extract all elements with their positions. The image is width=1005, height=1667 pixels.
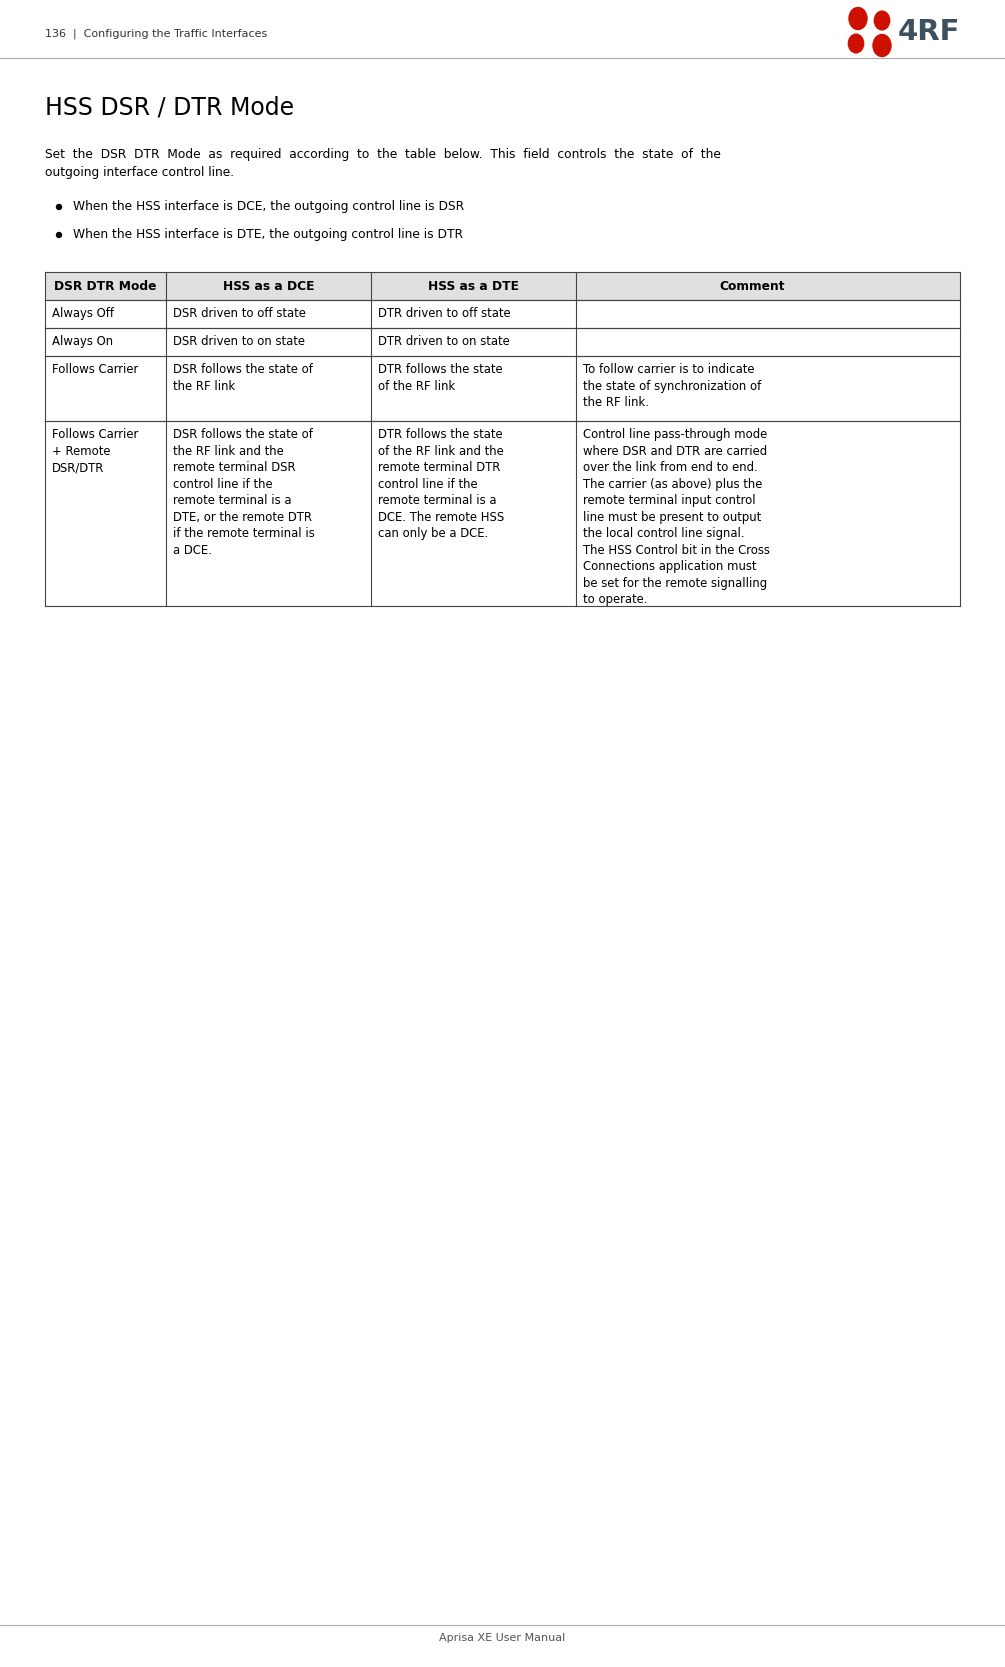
Text: When the HSS interface is DCE, the outgoing control line is DSR: When the HSS interface is DCE, the outgo… xyxy=(73,200,464,213)
Text: HSS as a DTE: HSS as a DTE xyxy=(428,280,519,292)
Text: DSR DTR Mode: DSR DTR Mode xyxy=(54,280,157,292)
Text: DTR follows the state
of the RF link and the
remote terminal DTR
control line if: DTR follows the state of the RF link and… xyxy=(378,428,504,540)
Text: Follows Carrier: Follows Carrier xyxy=(52,363,139,377)
Ellipse shape xyxy=(874,12,889,30)
Bar xyxy=(45,272,960,300)
Text: Aprisa XE User Manual: Aprisa XE User Manual xyxy=(439,1634,566,1644)
Text: HSS DSR / DTR Mode: HSS DSR / DTR Mode xyxy=(45,95,294,118)
Text: DSR driven to off state: DSR driven to off state xyxy=(173,307,306,320)
Text: Always Off: Always Off xyxy=(52,307,114,320)
Ellipse shape xyxy=(56,232,61,237)
Ellipse shape xyxy=(873,35,891,57)
Text: Control line pass-through mode
where DSR and DTR are carried
over the link from : Control line pass-through mode where DSR… xyxy=(583,428,770,607)
Text: 4RF: 4RF xyxy=(898,18,961,47)
Text: To follow carrier is to indicate
the state of synchronization of
the RF link.: To follow carrier is to indicate the sta… xyxy=(583,363,761,408)
Text: HSS as a DCE: HSS as a DCE xyxy=(222,280,314,292)
Text: Comment: Comment xyxy=(720,280,785,292)
Ellipse shape xyxy=(56,205,61,210)
Text: Always On: Always On xyxy=(52,335,114,348)
Ellipse shape xyxy=(849,7,867,30)
Text: DSR driven to on state: DSR driven to on state xyxy=(173,335,305,348)
Text: When the HSS interface is DTE, the outgoing control line is DTR: When the HSS interface is DTE, the outgo… xyxy=(73,228,463,242)
Text: DSR follows the state of
the RF link: DSR follows the state of the RF link xyxy=(173,363,313,392)
Text: DTR driven to off state: DTR driven to off state xyxy=(378,307,511,320)
Text: DSR follows the state of
the RF link and the
remote terminal DSR
control line if: DSR follows the state of the RF link and… xyxy=(173,428,315,557)
Ellipse shape xyxy=(848,33,863,53)
Text: Set  the  DSR  DTR  Mode  as  required  according  to  the  table  below.  This : Set the DSR DTR Mode as required accordi… xyxy=(45,148,721,162)
Text: outgoing interface control line.: outgoing interface control line. xyxy=(45,167,234,178)
Text: 136  |  Configuring the Traffic Interfaces: 136 | Configuring the Traffic Interfaces xyxy=(45,28,267,38)
Text: DTR driven to on state: DTR driven to on state xyxy=(378,335,510,348)
Text: Follows Carrier
+ Remote
DSR/DTR: Follows Carrier + Remote DSR/DTR xyxy=(52,428,139,473)
Text: DTR follows the state
of the RF link: DTR follows the state of the RF link xyxy=(378,363,502,392)
